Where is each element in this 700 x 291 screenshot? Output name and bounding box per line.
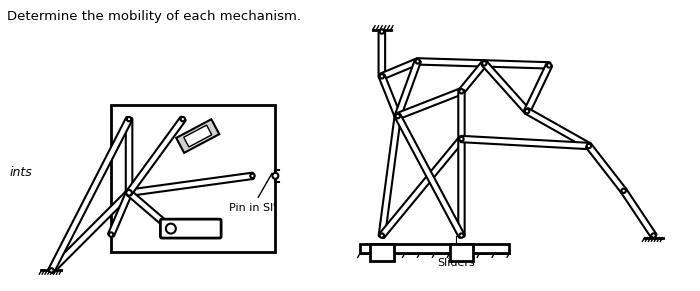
FancyBboxPatch shape <box>127 173 254 196</box>
Circle shape <box>525 109 529 113</box>
Circle shape <box>126 190 132 196</box>
Circle shape <box>622 189 626 193</box>
Circle shape <box>181 117 185 121</box>
Circle shape <box>109 233 113 237</box>
FancyBboxPatch shape <box>49 190 132 273</box>
FancyBboxPatch shape <box>183 125 211 147</box>
FancyBboxPatch shape <box>525 108 591 149</box>
Bar <box>370 244 394 261</box>
FancyBboxPatch shape <box>458 90 465 140</box>
FancyBboxPatch shape <box>458 61 487 94</box>
Circle shape <box>272 173 279 179</box>
FancyBboxPatch shape <box>395 88 463 119</box>
Circle shape <box>166 223 176 234</box>
Circle shape <box>587 144 591 148</box>
FancyBboxPatch shape <box>379 74 401 118</box>
FancyBboxPatch shape <box>460 136 590 149</box>
Text: Pin in Slᵗ: Pin in Slᵗ <box>229 173 276 213</box>
FancyBboxPatch shape <box>108 191 132 237</box>
FancyBboxPatch shape <box>586 143 626 193</box>
Text: ints: ints <box>10 166 32 179</box>
Circle shape <box>652 233 656 238</box>
FancyBboxPatch shape <box>482 61 530 114</box>
Bar <box>111 105 275 253</box>
Circle shape <box>459 137 463 141</box>
FancyBboxPatch shape <box>380 58 420 79</box>
FancyBboxPatch shape <box>379 136 464 238</box>
Circle shape <box>379 74 384 79</box>
FancyBboxPatch shape <box>127 190 174 231</box>
FancyBboxPatch shape <box>621 188 657 238</box>
FancyBboxPatch shape <box>379 115 401 237</box>
FancyBboxPatch shape <box>395 114 465 238</box>
Circle shape <box>547 63 551 68</box>
Text: Sliders: Sliders <box>438 236 475 268</box>
Circle shape <box>251 174 255 178</box>
FancyBboxPatch shape <box>48 117 132 273</box>
FancyBboxPatch shape <box>176 119 219 153</box>
Text: Determine the mobility of each mechanism.: Determine the mobility of each mechanism… <box>6 10 300 23</box>
FancyBboxPatch shape <box>483 60 550 69</box>
Bar <box>449 244 473 261</box>
FancyBboxPatch shape <box>458 138 465 237</box>
FancyBboxPatch shape <box>395 59 421 118</box>
FancyBboxPatch shape <box>126 118 132 194</box>
Circle shape <box>49 268 54 273</box>
FancyBboxPatch shape <box>416 58 486 67</box>
Circle shape <box>459 233 463 238</box>
Bar <box>360 244 509 253</box>
Circle shape <box>379 233 384 238</box>
FancyBboxPatch shape <box>524 63 552 113</box>
Circle shape <box>127 117 131 121</box>
Circle shape <box>379 29 384 34</box>
FancyBboxPatch shape <box>379 30 385 77</box>
Circle shape <box>416 59 420 64</box>
FancyBboxPatch shape <box>160 219 221 238</box>
Circle shape <box>395 114 400 118</box>
Circle shape <box>459 89 463 93</box>
Circle shape <box>482 61 486 65</box>
FancyBboxPatch shape <box>126 117 186 195</box>
